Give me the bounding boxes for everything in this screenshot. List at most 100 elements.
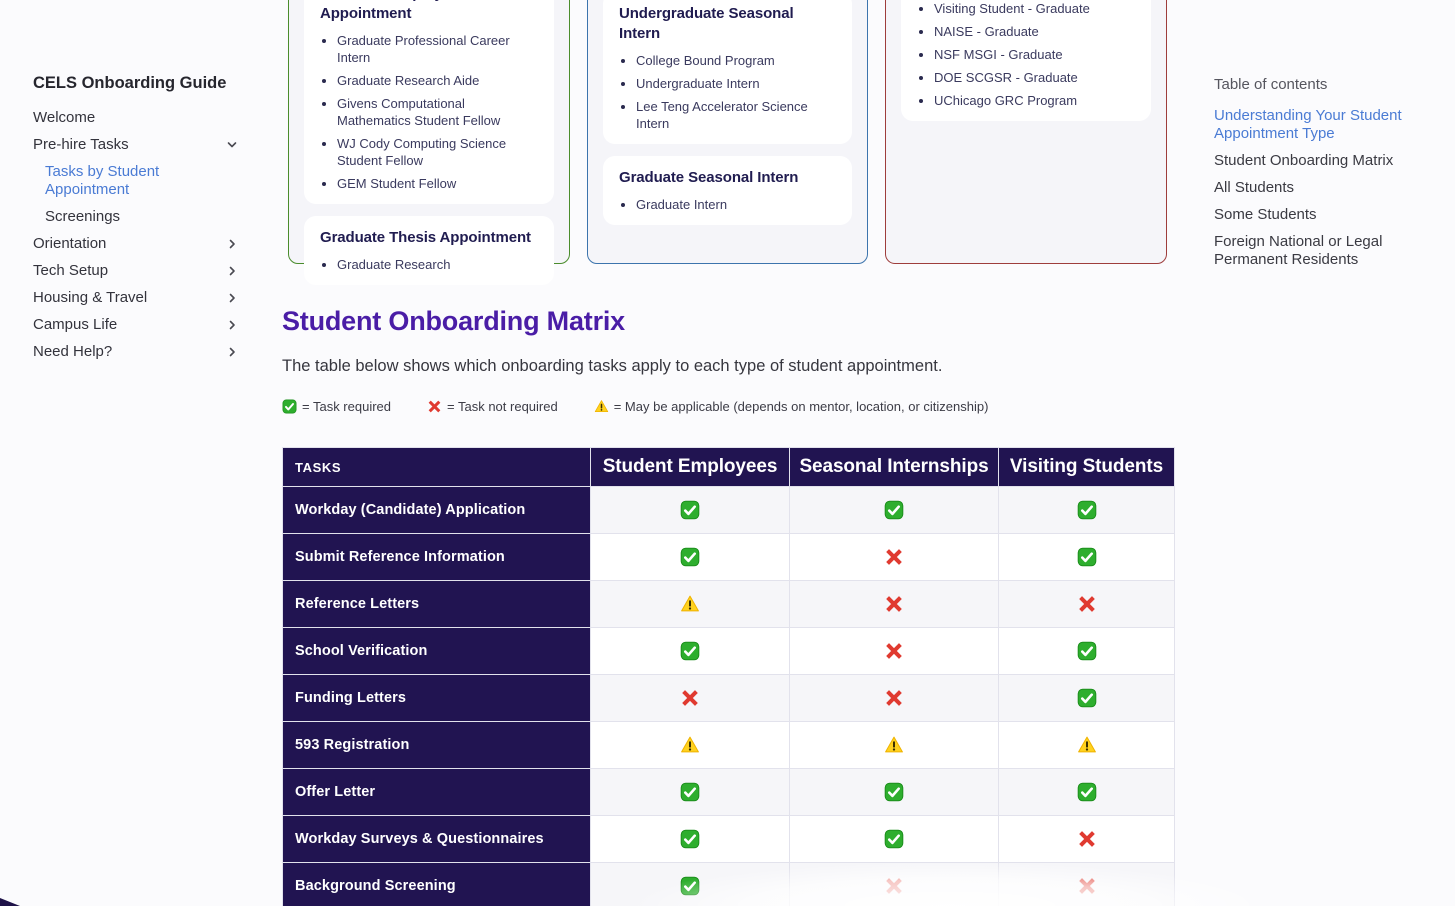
matrix-cell [998,627,1175,675]
sidebar-item-label: Pre-hire Tasks [33,135,129,153]
check-icon [680,876,700,896]
sidebar-item-label: Campus Life [33,315,118,333]
task-name-cell: Workday Surveys & Questionnaires [282,815,591,863]
chevron-right-icon[interactable] [226,346,238,358]
cross-icon [427,399,442,414]
sidebar-item-housing-travel[interactable]: Housing & Travel [33,284,238,311]
section-intro: The table below shows which onboarding t… [282,357,943,375]
appointment-group: Graduate Thesis Appointment Graduate Rese… [304,216,554,285]
appointment-group: Graduate Seasonal Intern Graduate Intern [603,156,852,225]
matrix-cell [590,533,790,581]
matrix-cell [590,768,790,816]
matrix-cell [789,768,999,816]
matrix-cell [998,486,1175,534]
table-row: Reference Letters [282,580,1175,628]
chevron-right-icon[interactable] [226,238,238,250]
list-item: Givens Computational Mathematics Student… [337,95,538,129]
group-heading: Graduate Thesis Appointment [320,229,531,246]
sidebar-item-tech-setup[interactable]: Tech Setup [33,257,238,284]
sidebar-item-tasks-by-student-appointment[interactable]: Tasks by Student Appointment [45,158,205,203]
sidebar-item-pre-hire-tasks[interactable]: Pre-hire Tasks [33,131,238,158]
corner-artifact [0,898,20,906]
table-row: Workday (Candidate) Application [282,486,1175,534]
matrix-cell [590,721,790,769]
check-icon [1077,688,1097,708]
matrix-cell [998,768,1175,816]
appointment-list: Visiting Student - Graduate NAISE - Gradu… [917,0,1135,109]
table-row: Submit Reference Information [282,533,1175,581]
matrix-cell [998,721,1175,769]
check-icon [680,500,700,520]
task-name-cell: Workday (Candidate) Application [282,486,591,534]
list-item: UChicago GRC Program [934,92,1135,109]
task-name-cell: Reference Letters [282,580,591,628]
sidebar-item-welcome[interactable]: Welcome [33,104,238,131]
list-item: WJ Cody Computing Science Student Fellow [337,135,538,169]
sidebar-item-campus-life[interactable]: Campus Life [33,311,238,338]
appointment-list: Graduate Intern [619,196,836,213]
matrix-cell [789,862,999,906]
matrix-cell [590,674,790,722]
onboarding-matrix-table: TASKS Student Employees Seasonal Internshi… [282,447,1175,906]
sidebar-item-screenings[interactable]: Screenings [45,203,205,230]
tasks-column-header: TASKS [282,447,591,487]
group-heading: Graduate Seasonal Intern [619,169,799,186]
list-item: Graduate Research Aide [337,72,538,89]
toc-item-student-onboarding-matrix[interactable]: Student Onboarding Matrix [1214,151,1394,169]
appointment-group: Visiting Student - Graduate NAISE - Gradu… [901,0,1151,121]
sidebar-item-label: Need Help? [33,342,113,360]
check-icon [1077,547,1097,567]
list-item: NAISE - Graduate [934,23,1135,40]
appointment-type-card: Graduate Employment Appointment Graduate … [288,0,570,285]
cross-icon [1077,830,1097,847]
toc-item-understanding-your-student-appointment-type[interactable]: Understanding Your Student Appointment T… [1214,106,1402,142]
appointment-type-card: Visiting Student - Graduate NAISE - Gradu… [885,0,1167,264]
matrix-cell [998,815,1175,863]
list-item: Lee Teng Accelerator Science Intern [636,98,836,132]
warn-icon [884,736,904,753]
matrix-cell [789,674,999,722]
chevron-right-icon[interactable] [226,292,238,304]
cross-icon [884,642,904,659]
warn-icon [680,736,700,753]
sidebar-item-label: Tech Setup [33,261,109,279]
check-icon [884,782,904,802]
legend-item-cross: = Task not required [427,399,558,414]
warn-icon [680,595,700,612]
list-item: Graduate Professional Career Intern [337,32,538,66]
check-icon [680,547,700,567]
toc-item-some-students[interactable]: Some Students [1214,205,1317,223]
sidebar-item-label: Housing & Travel [33,288,148,306]
warn-icon [1077,736,1097,753]
list-item: Graduate Intern [636,196,836,213]
check-icon [680,641,700,661]
task-name-cell: School Verification [282,627,591,675]
check-icon [884,829,904,849]
legend-label: = Task not required [447,399,558,414]
sidebar: CELS Onboarding Guide Welcome Pre-hire Ta… [33,70,238,365]
check-icon [1077,782,1097,802]
table-of-contents: Table of contents Understanding Your Stu… [1214,71,1432,273]
matrix-cell [998,533,1175,581]
appointment-group: Undergraduate Seasonal Intern College Bou… [603,0,852,144]
sidebar-item-need-help[interactable]: Need Help? [33,338,238,365]
appointment-list: Graduate Research [320,256,538,273]
cross-icon [680,689,700,706]
toc-list: Understanding Your Student Appointment T… [1214,102,1432,273]
chevron-right-icon[interactable] [226,265,238,277]
chevron-down-icon[interactable] [226,139,238,151]
matrix-cell [590,862,790,906]
matrix-cell [998,580,1175,628]
toc-item-all-students[interactable]: All Students [1214,178,1295,196]
appointment-type-card: Undergraduate Seasonal Intern College Bou… [587,0,868,264]
chevron-right-icon[interactable] [226,319,238,331]
check-icon [282,399,297,414]
check-icon [884,500,904,520]
legend: = Task required = Task not required = May … [282,399,988,414]
toc-item-foreign-national-or-legal-permanent-residents[interactable]: Foreign National or Legal Permanent Resi… [1214,232,1383,268]
list-item: Undergraduate Intern [636,75,836,92]
matrix-header: TASKS Student Employees Seasonal Internshi… [282,447,1175,487]
sidebar-item-orientation[interactable]: Orientation [33,230,238,257]
legend-item-warn: = May be applicable (depends on mentor, … [594,399,988,414]
